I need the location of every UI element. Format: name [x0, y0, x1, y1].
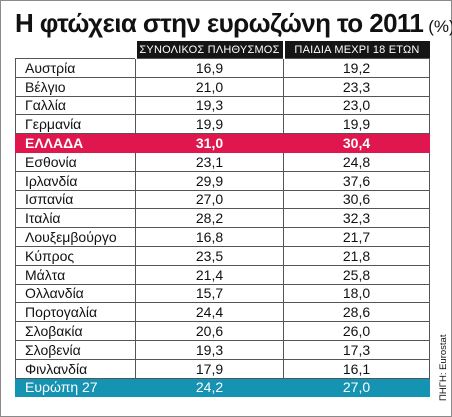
- country-cell: Γερμανία: [15, 114, 136, 135]
- table-row: Λουξεμβούργο 16,8 21,7: [15, 227, 430, 247]
- chart-title: Η φτώχεια στην ευρωζώνη το 2011(%): [15, 7, 452, 43]
- total-population-cell: 19,9: [135, 114, 284, 135]
- table-row: Κύπρος 23,5 21,8: [15, 246, 430, 266]
- table-row: Ολλανδία 15,7 18,0: [15, 284, 430, 304]
- table-row: Σλοβακία 20,6 26,0: [15, 321, 430, 341]
- table-row: Φινλανδία 17,9 16,1: [15, 359, 430, 379]
- total-population-cell: 24,2: [135, 378, 284, 398]
- children-cell: 26,0: [283, 321, 430, 341]
- total-population-cell: 24,4: [135, 302, 284, 323]
- source-note: ΠΗΓΗ: Eurostat: [438, 334, 449, 401]
- total-population-cell: 21,0: [135, 77, 284, 97]
- country-cell: Αυστρία: [15, 58, 136, 78]
- children-cell: 32,3: [283, 208, 430, 229]
- country-cell: Σλοβακία: [15, 321, 136, 341]
- table-row: Ισπανία 27,0 30,6: [15, 190, 430, 210]
- country-cell: Κύπρος: [15, 246, 136, 266]
- total-population-cell: 17,9: [135, 359, 284, 379]
- table-row: Βέλγιο 21,0 23,3: [15, 77, 430, 97]
- children-cell: 25,8: [283, 265, 430, 285]
- header-total-population: ΣΥΝΟΛΙΚΟΣ ΠΛΗΘΥΣΜΟΣ: [134, 41, 284, 59]
- table-row: Μάλτα 21,4 25,8: [15, 265, 430, 285]
- country-cell: Λουξεμβούργο: [15, 227, 136, 247]
- total-population-cell: 20,6: [135, 321, 284, 341]
- children-cell: 27,0: [283, 378, 430, 398]
- table-row: Εσθονία 23,1 24,8: [15, 152, 430, 172]
- country-cell: Εσθονία: [15, 152, 136, 172]
- children-cell: 28,6: [283, 302, 430, 323]
- table-body: Αυστρία 16,9 19,2 Βέλγιο 21,0 23,3 Γαλλία 19,3 2…: [15, 58, 430, 398]
- children-cell: 23,3: [283, 77, 430, 97]
- total-population-cell: 31,0: [135, 133, 284, 153]
- country-cell: Φινλανδία: [15, 359, 136, 379]
- children-cell: 21,8: [283, 246, 430, 266]
- children-cell: 19,9: [283, 114, 430, 135]
- total-population-cell: 19,3: [135, 96, 284, 116]
- country-cell: Πορτογαλία: [15, 302, 136, 323]
- total-population-cell: 15,7: [135, 284, 284, 304]
- total-population-cell: 28,2: [135, 208, 284, 229]
- children-cell: 21,7: [283, 227, 430, 247]
- children-cell: 37,6: [283, 171, 430, 191]
- header-children: ΠΑΙΔΙΑ ΜΕΧΡΙ 18 ΕΤΩΝ: [282, 41, 430, 59]
- country-cell: Σλοβενία: [15, 340, 136, 360]
- country-cell: Μάλτα: [15, 265, 136, 285]
- total-population-cell: 23,5: [135, 246, 284, 266]
- total-population-cell: 27,0: [135, 190, 284, 210]
- total-population-cell: 29,9: [135, 171, 284, 191]
- children-cell: 19,2: [283, 58, 430, 78]
- table-row: Ευρώπη 27 24,2 27,0: [15, 378, 430, 398]
- table-row: Πορτογαλία 24,4 28,6: [15, 302, 430, 323]
- country-cell: Ευρώπη 27: [15, 378, 136, 398]
- table-row: ΕΛΛΑΔΑ 31,0 30,4: [15, 133, 430, 153]
- children-cell: 17,3: [283, 340, 430, 360]
- poverty-table: ΣΥΝΟΛΙΚΟΣ ΠΛΗΘΥΣΜΟΣ ΠΑΙΔΙΑ ΜΕΧΡΙ 18 ΕΤΩΝ…: [15, 41, 430, 398]
- table-row: Σλοβενία 19,3 17,3: [15, 340, 430, 360]
- chart-title-main: Η φτώχεια στην ευρωζώνη το 2011: [15, 8, 424, 38]
- total-population-cell: 16,8: [135, 227, 284, 247]
- total-population-cell: 21,4: [135, 265, 284, 285]
- country-cell: Γαλλία: [15, 96, 136, 116]
- country-cell: ΕΛΛΑΔΑ: [15, 133, 136, 153]
- country-cell: Ιρλανδία: [15, 171, 136, 191]
- country-cell: Ισπανία: [15, 190, 136, 210]
- table-row: Ιταλία 28,2 32,3: [15, 208, 430, 229]
- children-cell: 23,0: [283, 96, 430, 116]
- total-population-cell: 16,9: [135, 58, 284, 78]
- total-population-cell: 19,3: [135, 340, 284, 360]
- country-cell: Βέλγιο: [15, 77, 136, 97]
- table-row: Ιρλανδία 29,9 37,6: [15, 171, 430, 191]
- table-row: Γερμανία 19,9 19,9: [15, 114, 430, 135]
- table-header-row: ΣΥΝΟΛΙΚΟΣ ΠΛΗΘΥΣΜΟΣ ΠΑΙΔΙΑ ΜΕΧΡΙ 18 ΕΤΩΝ: [15, 41, 430, 59]
- children-cell: 16,1: [283, 359, 430, 379]
- country-cell: Ιταλία: [15, 208, 136, 229]
- children-cell: 24,8: [283, 152, 430, 172]
- table-row: Γαλλία 19,3 23,0: [15, 96, 430, 116]
- total-population-cell: 23,1: [135, 152, 284, 172]
- children-cell: 30,6: [283, 190, 430, 210]
- country-cell: Ολλανδία: [15, 284, 136, 304]
- header-country: [15, 41, 136, 59]
- chart-title-unit: (%): [428, 17, 452, 36]
- table-row: Αυστρία 16,9 19,2: [15, 58, 430, 78]
- children-cell: 18,0: [283, 284, 430, 304]
- children-cell: 30,4: [283, 133, 430, 153]
